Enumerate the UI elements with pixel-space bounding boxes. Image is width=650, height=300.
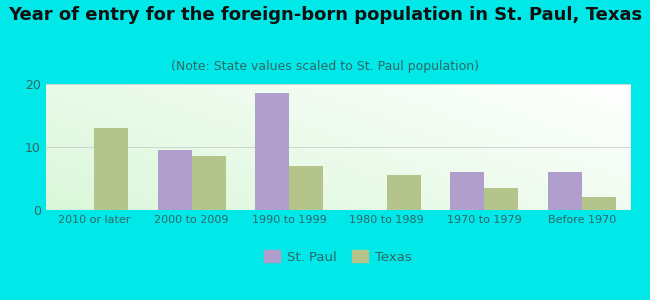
Bar <box>255 93 289 210</box>
Bar <box>582 197 616 210</box>
Text: Year of entry for the foreign-born population in St. Paul, Texas: Year of entry for the foreign-born popul… <box>8 6 642 24</box>
Text: (Note: State values scaled to St. Paul population): (Note: State values scaled to St. Paul p… <box>171 60 479 73</box>
Bar <box>450 172 484 210</box>
Bar <box>192 156 226 210</box>
Bar <box>484 188 519 210</box>
Bar <box>289 166 324 210</box>
Bar <box>157 150 192 210</box>
Legend: St. Paul, Texas: St. Paul, Texas <box>259 245 417 269</box>
Bar <box>94 128 129 210</box>
Bar <box>547 172 582 210</box>
Bar <box>387 175 421 210</box>
